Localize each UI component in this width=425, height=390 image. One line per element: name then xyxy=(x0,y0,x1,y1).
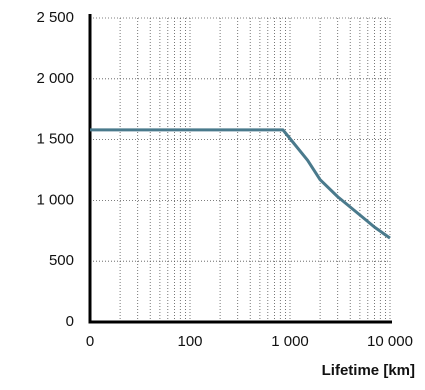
y-tick-label: 500 xyxy=(49,252,74,269)
x-tick-label: 100 xyxy=(177,333,202,350)
y-tick-label: 1 500 xyxy=(36,131,74,148)
y-tick-label: 1 000 xyxy=(36,191,74,208)
y-tick-label: 2 500 xyxy=(36,9,74,26)
x-axis-label: Lifetime [km] xyxy=(322,362,415,379)
x-tick-label: 1 000 xyxy=(271,333,309,350)
x-tick-label: 10 000 xyxy=(367,333,413,350)
x-tick-label: 0 xyxy=(86,333,94,350)
y-tick-label: 0 xyxy=(66,313,74,330)
y-tick-label: 2 000 xyxy=(36,70,74,87)
data-line xyxy=(90,128,391,240)
